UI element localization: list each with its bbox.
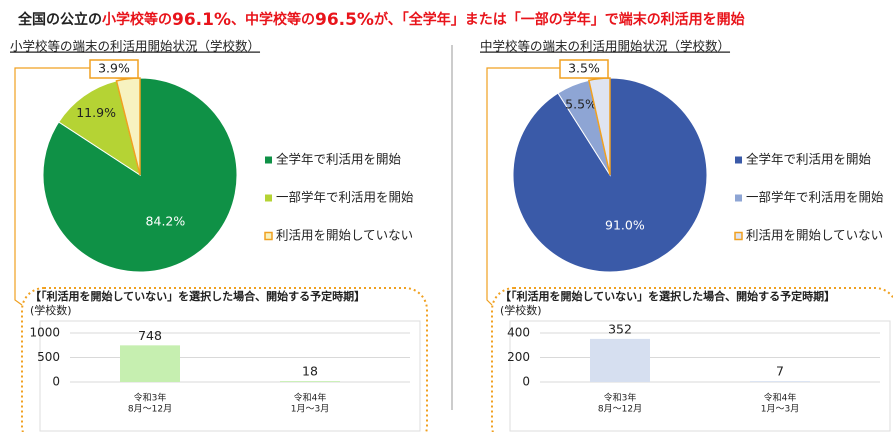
plot-area: [39, 320, 421, 432]
bar-title: 【「利活用を開始していない」を選択した場合、開始する予定時期】: [500, 289, 835, 303]
frame: [491, 287, 893, 432]
bar-title: 【「利活用を開始していない」を選択した場合、開始する予定時期】: [30, 289, 365, 303]
y-axis-label: (学校数): [500, 303, 542, 317]
legend-label: 利活用を開始していない: [746, 228, 883, 243]
pie-slice: [58, 80, 141, 177]
legend-swatch: [265, 156, 272, 164]
bar: [750, 381, 810, 382]
x-tick-label: 8月～12月: [598, 404, 642, 415]
connector: [14, 67, 90, 306]
value-label: 11.9%: [76, 105, 116, 120]
headline-part: 96.5%: [315, 10, 374, 30]
y-tick-label: 500: [37, 350, 60, 364]
x-tick-label: 1月～3月: [761, 404, 799, 415]
headline-part: 、中学校等の: [231, 11, 315, 28]
x-tick-label: 令和4年: [764, 392, 797, 404]
value-label: 7: [776, 364, 784, 379]
callout-line: [113, 77, 129, 80]
headline: 全国の公立の小学校等の96.1%、中学校等の96.5%が、「全学年」または「一部…: [17, 10, 745, 30]
frame: [21, 287, 428, 432]
plot-area: [509, 320, 891, 432]
legend-swatch: [265, 194, 272, 202]
x-tick-label: 令和3年: [134, 392, 167, 404]
bar: [120, 345, 180, 382]
legend-label: 一部学年で利活用を開始: [746, 190, 884, 205]
x-tick-label: 8月～12月: [128, 404, 172, 415]
legend-swatch: [734, 231, 743, 241]
value-label: 84.2%: [146, 213, 186, 228]
value-label: 18: [302, 364, 318, 379]
connector: [486, 67, 560, 306]
x-tick-label: 令和4年: [294, 392, 327, 404]
y-tick-label: 200: [507, 350, 530, 364]
pie-title: 中学校等の端末の利活用開始状況（学校数）: [480, 39, 730, 54]
y-tick-label: 0: [522, 375, 530, 389]
value-label: 352: [608, 321, 632, 336]
bar: [280, 381, 340, 382]
legend-label: 全学年で利活用を開始: [746, 152, 872, 167]
value-label: 5.5%: [565, 97, 597, 112]
legend-swatch: [735, 156, 742, 164]
pie-title: 小学校等の端末の利活用開始状況（学校数）: [10, 39, 260, 54]
headline-part: 96.1%: [172, 10, 231, 30]
legend-swatch: [735, 194, 742, 202]
bar: [590, 338, 650, 382]
value-label: 91.0%: [605, 218, 645, 233]
x-tick-label: 令和3年: [604, 392, 637, 404]
value-label: 3.5%: [568, 61, 600, 76]
headline-part: が、「全学年」または「一部の学年」で端末の利活用を開始: [374, 11, 745, 28]
y-tick-label: 1000: [29, 326, 60, 340]
legend-label: 全学年で利活用を開始: [276, 152, 402, 167]
value-label: 748: [138, 328, 162, 343]
pie-slice: [42, 77, 238, 273]
value-label: 3.9%: [98, 61, 130, 76]
y-axis-label: (学校数): [30, 303, 72, 317]
y-tick-label: 400: [507, 326, 530, 340]
callout-line: [583, 77, 600, 80]
legend-label: 利活用を開始していない: [276, 228, 413, 243]
y-tick-label: 0: [52, 375, 60, 389]
legend-label: 一部学年で利活用を開始: [276, 190, 414, 205]
legend-swatch: [264, 231, 273, 241]
headline-part: 全国の公立の: [17, 11, 102, 28]
x-tick-label: 1月～3月: [291, 404, 329, 415]
headline-part: 小学校等の: [102, 11, 172, 28]
